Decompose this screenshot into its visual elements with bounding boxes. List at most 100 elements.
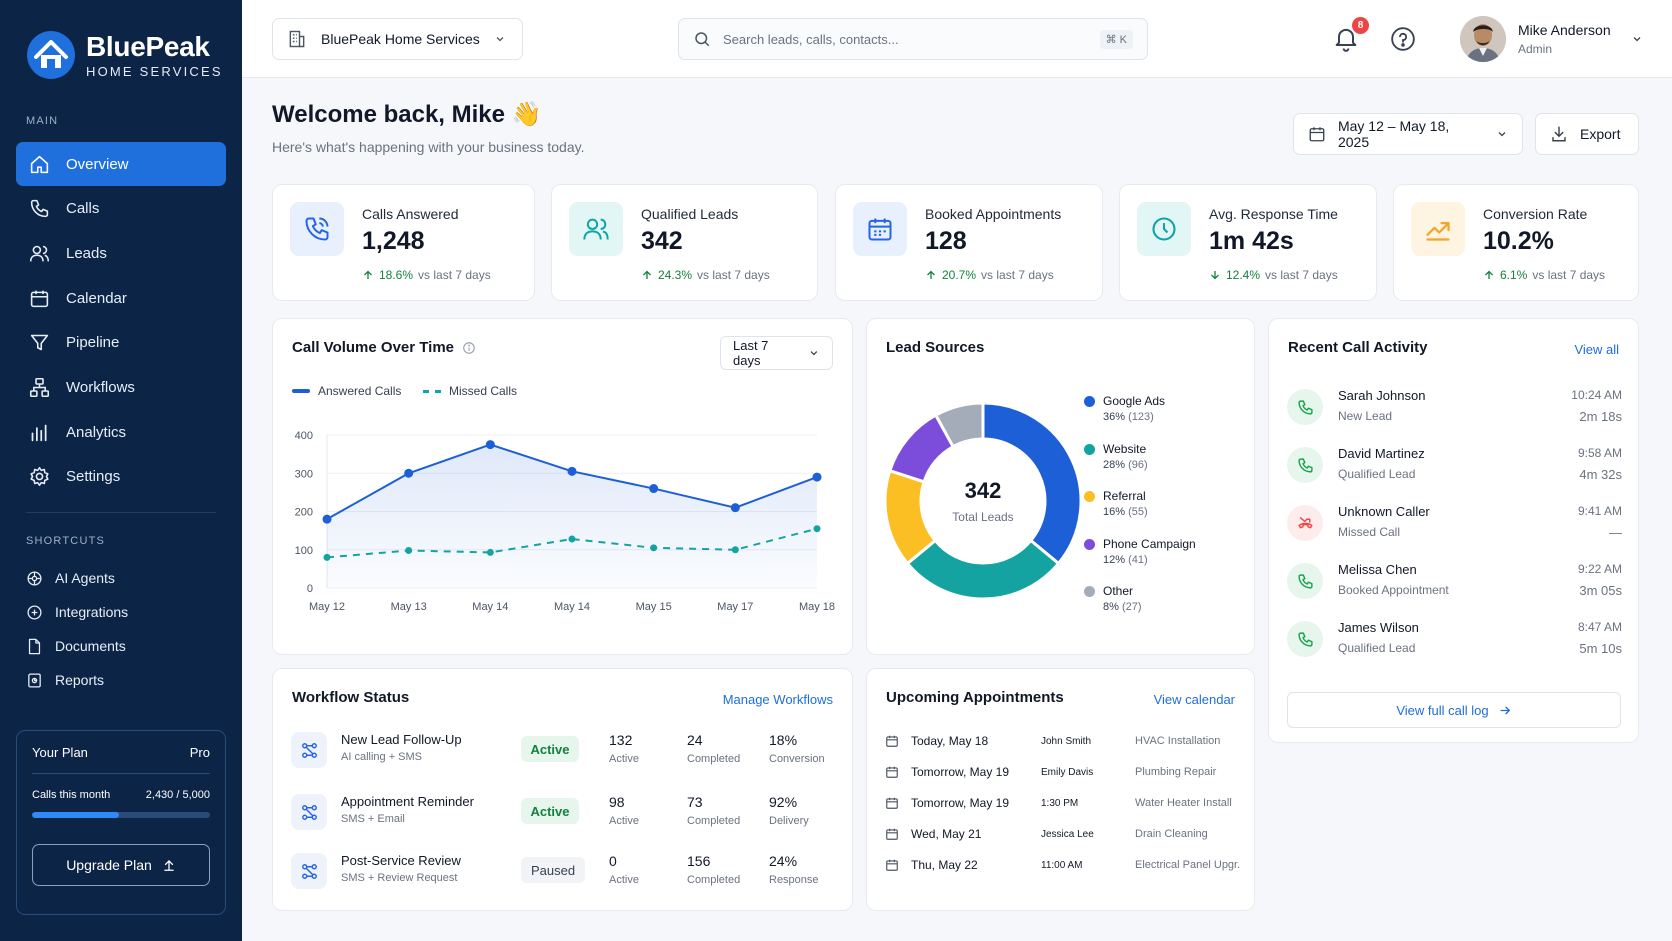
- sidebar-item-overview[interactable]: Overview: [16, 142, 226, 186]
- sidebar-item-pipeline[interactable]: Pipeline: [16, 321, 226, 365]
- usage-progress-fill: [32, 812, 119, 818]
- kpi-card-qualified-leads[interactable]: Qualified Leads 342 24.3% vs last 7 days: [551, 184, 818, 301]
- appointment-detail: 1:30 PM: [1041, 797, 1079, 809]
- call-row[interactable]: Melissa Chen Booked Appointment 9:22 AM 3m …: [1287, 556, 1622, 606]
- stat-label: Response: [769, 874, 819, 886]
- workflow-icon-wrap: [291, 853, 327, 889]
- kpi-card-conversion-rate[interactable]: Conversion Rate 10.2% 6.1% vs last 7 day…: [1393, 184, 1639, 301]
- data-point[interactable]: [486, 548, 494, 556]
- sidebar-item-workflows[interactable]: Workflows: [16, 365, 226, 409]
- shortcut-ai-agents[interactable]: AI Agents: [16, 561, 226, 595]
- data-point[interactable]: [404, 468, 414, 478]
- kpi-card-calls-answered[interactable]: Calls Answered 1,248 18.6% vs last 7 day…: [272, 184, 535, 301]
- brand-logo[interactable]: BluePeak HOME SERVICES: [26, 30, 223, 80]
- arrow-up-icon: [364, 270, 372, 279]
- sidebar-item-calendar[interactable]: Calendar: [16, 276, 226, 320]
- kpi-change-period: vs last 7 days: [1532, 268, 1606, 282]
- donut-slice[interactable]: [981, 401, 1083, 566]
- sidebar-item-label: Overview: [66, 155, 129, 173]
- appointment-row[interactable]: Tomorrow, May 19 Emily Davis Plumbing Repa…: [885, 761, 1255, 783]
- data-point[interactable]: [649, 484, 659, 494]
- appointment-detail: Jessica Lee: [1041, 828, 1094, 840]
- shortcut-documents[interactable]: Documents: [16, 629, 226, 663]
- legend-name: Phone Campaign: [1103, 536, 1196, 551]
- data-point[interactable]: [567, 466, 577, 476]
- data-point[interactable]: [813, 525, 821, 533]
- data-point[interactable]: [485, 440, 495, 450]
- donut-center: 342 Total Leads: [913, 478, 1053, 524]
- appointment-row[interactable]: Thu, May 22 11:00 AM Electrical Panel Upgr…: [885, 854, 1255, 876]
- legend-answered-calls: Answered Calls: [292, 384, 401, 398]
- kpi-icon-wrap: [1411, 202, 1465, 256]
- workflow-icon-wrap: [291, 794, 327, 830]
- call-time: 9:41 AM: [1577, 504, 1622, 518]
- data-point[interactable]: [322, 514, 332, 524]
- help-icon[interactable]: [1390, 26, 1416, 52]
- legend-percent: 16%: [1103, 506, 1126, 518]
- upgrade-plan-button[interactable]: Upgrade Plan: [32, 844, 210, 886]
- kpi-card-avg-response-time[interactable]: Avg. Response Time 1m 42s 12.4% vs last …: [1119, 184, 1377, 301]
- workflow-icon: [301, 804, 317, 820]
- appointment-row[interactable]: Today, May 18 John Smith HVAC Installation: [885, 730, 1255, 752]
- lead-sources-title: Lead Sources: [886, 339, 985, 356]
- call-row[interactable]: James Wilson Qualified Lead 8:47 AM 5m 10s: [1287, 614, 1622, 664]
- data-point[interactable]: [731, 546, 739, 554]
- view-full-call-log-button[interactable]: View full call log: [1287, 692, 1621, 728]
- kpi-change-period: vs last 7 days: [418, 268, 491, 282]
- data-point[interactable]: [323, 553, 331, 561]
- date-range-picker[interactable]: May 12 – May 18, 2025: [1293, 113, 1523, 155]
- donut-slice[interactable]: [905, 538, 1061, 601]
- plan-divider: [32, 773, 210, 774]
- bell-icon[interactable]: [1332, 24, 1360, 52]
- upgrade-label: Upgrade Plan: [66, 857, 152, 873]
- sidebar-item-settings[interactable]: Settings: [16, 455, 226, 499]
- user-menu[interactable]: Mike Anderson Admin: [1460, 16, 1643, 62]
- appointments-title: Upcoming Appointments: [886, 689, 1064, 706]
- y-tick-label: 0: [307, 583, 313, 595]
- appointment-service: Electrical Panel Upgr.: [1135, 859, 1241, 871]
- workflow-stat: 73 Completed: [687, 794, 740, 827]
- data-point[interactable]: [812, 472, 822, 482]
- shortcut-integrations[interactable]: Integrations: [16, 595, 226, 629]
- search-icon: [695, 32, 710, 47]
- view-calendar-link[interactable]: View calendar: [1153, 692, 1235, 707]
- search-shortcut-hint: ⌘ K: [1099, 29, 1133, 49]
- info-icon[interactable]: [462, 341, 476, 355]
- call-row[interactable]: David Martinez Qualified Lead 9:58 AM 4m 32…: [1287, 440, 1622, 490]
- kpi-card-booked-appointments[interactable]: Booked Appointments 128 20.7% vs last 7 …: [835, 184, 1103, 301]
- sidebar-item-leads[interactable]: Leads: [16, 231, 226, 275]
- call-row[interactable]: Sarah Johnson New Lead 10:24 AM 2m 18s: [1287, 382, 1622, 432]
- data-point[interactable]: [730, 503, 740, 513]
- appointment-row[interactable]: Tomorrow, May 19 1:30 PM Water Heater Inst…: [885, 792, 1255, 814]
- sidebar-item-calls[interactable]: Calls: [16, 187, 226, 231]
- chevron-down-icon: [810, 351, 818, 356]
- data-point[interactable]: [405, 547, 413, 555]
- data-point[interactable]: [568, 535, 576, 543]
- manage-workflows-link[interactable]: Manage Workflows: [722, 692, 833, 707]
- users-icon: [583, 218, 609, 240]
- appointment-date: Today, May 18: [911, 734, 989, 748]
- workflow-stat: 18% Conversion: [769, 732, 825, 765]
- workflow-row[interactable]: New Lead Follow-Up AI calling + SMS Active…: [291, 728, 831, 774]
- stat-label: Completed: [687, 753, 741, 765]
- company-selector[interactable]: BluePeak Home Services: [272, 18, 523, 60]
- kpi-icon-wrap: [1137, 202, 1191, 256]
- call-row[interactable]: Unknown Caller Missed Call 9:41 AM —: [1287, 498, 1622, 548]
- sidebar-item-label: Pipeline: [66, 334, 120, 352]
- workflow-row[interactable]: Appointment Reminder SMS + Email Active 98 A…: [291, 790, 831, 836]
- export-button[interactable]: Export: [1535, 113, 1639, 155]
- workflow-row[interactable]: Post-Service Review SMS + Review Request P…: [291, 849, 831, 895]
- data-point[interactable]: [650, 544, 658, 552]
- shortcuts-nav: AI Agents Integrations Documents Reports: [16, 561, 226, 697]
- search-input[interactable]: [723, 31, 1088, 47]
- sidebar-item-analytics[interactable]: Analytics: [16, 410, 226, 454]
- donut-slice[interactable]: [933, 401, 985, 449]
- view-all-link[interactable]: View all: [1574, 342, 1619, 357]
- appointment-row[interactable]: Wed, May 21 Jessica Lee Drain Cleaning: [885, 823, 1255, 845]
- plan-title: Your Plan: [32, 745, 88, 760]
- range-dropdown[interactable]: Last 7 days: [720, 336, 833, 370]
- call-icon-wrap: [1287, 621, 1323, 657]
- workflow-name: New Lead Follow-Up: [341, 732, 462, 747]
- user-name: Mike Anderson: [1518, 22, 1611, 38]
- shortcut-reports[interactable]: Reports: [16, 663, 226, 697]
